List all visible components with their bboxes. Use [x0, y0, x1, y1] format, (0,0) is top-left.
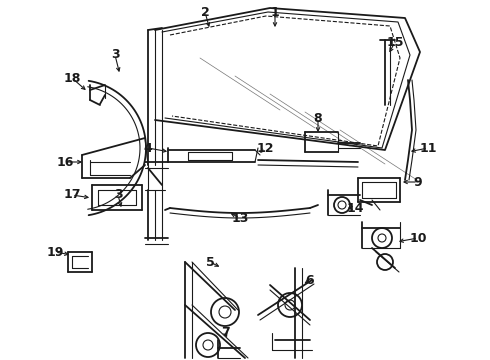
Text: 11: 11 — [419, 141, 437, 154]
Text: 3: 3 — [111, 49, 119, 62]
Text: 9: 9 — [414, 175, 422, 189]
Text: 14: 14 — [346, 202, 364, 215]
Text: 18: 18 — [63, 72, 81, 85]
Text: 10: 10 — [409, 231, 427, 244]
Text: 3: 3 — [114, 189, 122, 202]
Text: 5: 5 — [206, 256, 215, 269]
Text: 17: 17 — [63, 189, 81, 202]
Text: 2: 2 — [200, 5, 209, 18]
Text: 16: 16 — [56, 156, 74, 168]
Text: 7: 7 — [220, 325, 229, 338]
Text: 13: 13 — [231, 211, 249, 225]
Text: 4: 4 — [144, 141, 152, 154]
Text: 1: 1 — [270, 5, 279, 18]
Text: 6: 6 — [306, 274, 314, 287]
Text: 15: 15 — [386, 36, 404, 49]
Text: 12: 12 — [256, 141, 274, 154]
Text: 19: 19 — [47, 246, 64, 258]
Text: 8: 8 — [314, 112, 322, 125]
